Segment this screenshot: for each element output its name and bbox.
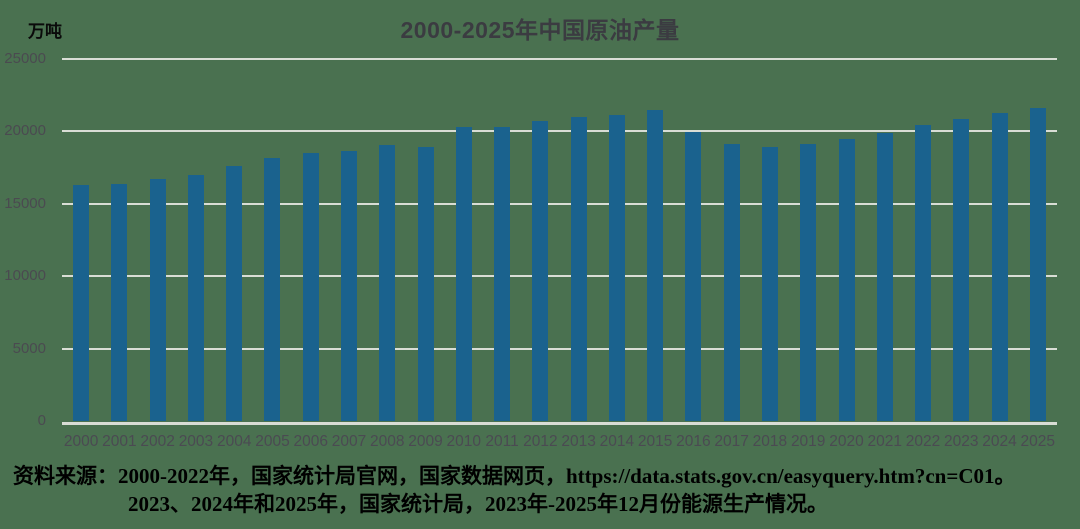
x-axis: 2000 2001 2002 2003 2004 2005 2006 2007 2008 2009… [62,433,1057,451]
bar-2008 [379,145,396,421]
bar-2013 [570,117,587,421]
gridline [62,58,1057,60]
bar-2006 [302,153,319,421]
x-tick-label: 2009 [408,433,443,450]
x-tick-label: 2013 [561,433,596,450]
bar-2009 [417,146,434,421]
bar-2020 [838,138,855,421]
y-axis: 0 5000 10000 15000 20000 25000 [0,50,54,429]
y-tick-label: 0 [37,412,46,429]
bar-2012 [532,120,549,421]
y-axis-unit-label: 万吨 [28,22,62,41]
y-tick-label: 20000 [4,122,46,140]
x-tick-label: 2010 [446,433,482,450]
source-note-line-1: 资料来源：2000-2022年，国家统计局官网，国家数据网页，https://d… [13,464,1016,488]
x-tick-label: 2018 [752,433,788,450]
bar-2003 [187,175,204,421]
x-tick-label: 2002 [140,433,175,450]
x-tick-label: 2020 [829,433,864,450]
x-tick-label: 2021 [867,433,902,450]
y-tick-label: 15000 [4,194,46,212]
bar-2023 [953,118,970,421]
bar-2025 [1029,107,1046,421]
bar-2010 [455,127,472,421]
bar-2015 [647,110,664,421]
bar-2000 [73,184,90,421]
bar-2017 [723,143,740,421]
x-tick-label: 2003 [178,433,214,450]
bar-2021 [876,132,893,421]
bar-2004 [226,166,243,421]
y-tick-label: 25000 [4,50,46,67]
x-tick-label: 2008 [370,433,405,450]
source-note-line-2: 2023、2024年和2025年，国家统计局，2023年-2025年12月份能源… [128,492,828,516]
bar-2022 [915,124,932,421]
bar-2002 [149,179,166,421]
bar-2018 [761,147,778,421]
bar-2005 [264,158,281,421]
bar-2011 [494,127,511,421]
x-tick-label: 2014 [599,433,635,450]
gridline [62,202,1057,205]
x-tick-label: 2023 [944,433,979,450]
x-axis-line [62,422,1057,425]
gridline [62,275,1057,278]
x-tick-label: 2011 [485,433,519,450]
x-tick-label: 2019 [790,433,826,450]
bar-2001 [111,183,128,421]
bar-2024 [991,113,1008,421]
y-tick-label: 5000 [12,339,46,357]
x-tick-label: 2017 [714,433,749,450]
x-tick-label: 2000 [63,433,99,450]
chart-title: 2000-2025年中国原油产量 [400,17,680,43]
bar-2007 [341,151,358,421]
bar-2019 [800,144,817,421]
x-tick-label: 2022 [905,433,941,450]
x-tick-label: 2001 [102,433,137,450]
x-tick-label: 2004 [216,433,252,450]
x-tick-label: 2016 [676,433,711,450]
x-tick-label: 2024 [982,433,1017,450]
bar-2016 [685,131,702,421]
plot-area [62,58,1057,425]
y-tick-label: 10000 [4,267,46,285]
x-tick-label: 2006 [293,433,328,450]
gridline [62,130,1057,133]
x-tick-label: 2012 [523,433,558,450]
bar-2014 [608,114,625,421]
x-tick-label: 2007 [331,433,367,450]
x-tick-label: 2005 [255,433,290,450]
x-tick-label: 2015 [637,433,673,450]
gridline [62,347,1057,350]
x-tick-label: 2025 [1020,433,1056,450]
